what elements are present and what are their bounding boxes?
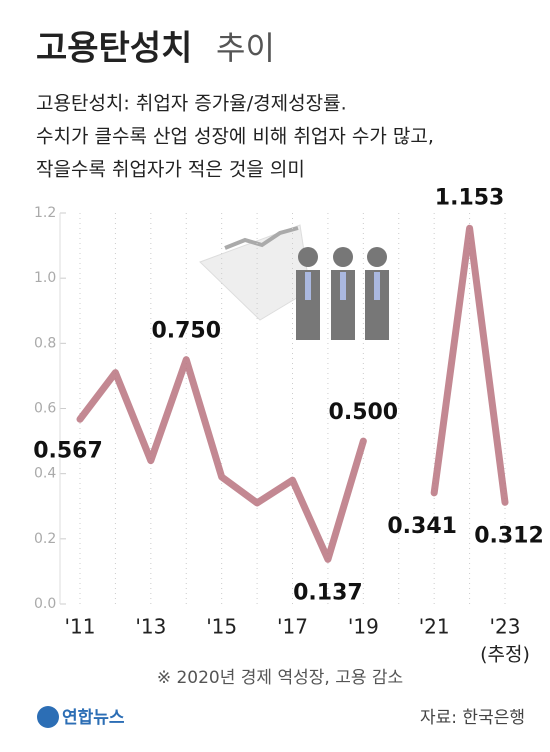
x-tick-label: '21 <box>419 615 450 639</box>
value-label: 0.500 <box>329 400 399 425</box>
value-label: 0.750 <box>151 319 221 344</box>
x-tick-label: '19 <box>348 615 379 639</box>
source: 자료: 한국은행 <box>420 708 525 728</box>
annotation: (추정) <box>480 644 530 666</box>
subtitle: 수치가 클수록 산업 성장에 비해 취업자 수가 많고, <box>36 126 434 148</box>
x-tick-label: '17 <box>277 615 308 639</box>
y-tick-label: 0.8 <box>34 335 56 351</box>
x-tick-label: '23 <box>490 615 521 639</box>
value-label: 0.341 <box>387 514 457 539</box>
title: 고용탄성치 <box>36 29 192 69</box>
y-tick-label: 1.0 <box>34 270 56 286</box>
y-tick-label: 0.4 <box>34 466 56 482</box>
y-tick-label: 0.2 <box>34 531 56 547</box>
footnote: ※ 2020년 경제 역성장, 고용 감소 <box>157 668 403 688</box>
logo: 연합뉴스 <box>62 707 125 728</box>
y-tick-label: 0.0 <box>34 596 56 612</box>
x-tick-label: '15 <box>206 615 237 639</box>
illustration <box>199 224 389 340</box>
x-tick-label: '11 <box>65 615 96 639</box>
x-tick-label: '13 <box>135 615 166 639</box>
value-label: 0.137 <box>293 580 363 605</box>
line <box>76 224 509 563</box>
y-tick-label: 0.6 <box>34 401 56 417</box>
subtitle: 작을수록 취업자가 적은 것을 의미 <box>36 159 305 181</box>
subtitle: 고용탄성치: 취업자 증가율/경제성장률. <box>36 93 347 115</box>
value-label: 0.312 <box>474 523 544 548</box>
value-label: 0.567 <box>33 438 103 463</box>
value-label: 1.153 <box>435 185 505 210</box>
logo-icon <box>37 706 59 728</box>
title-light: 추이 <box>216 29 275 67</box>
y-tick-label: 1.2 <box>34 205 56 221</box>
